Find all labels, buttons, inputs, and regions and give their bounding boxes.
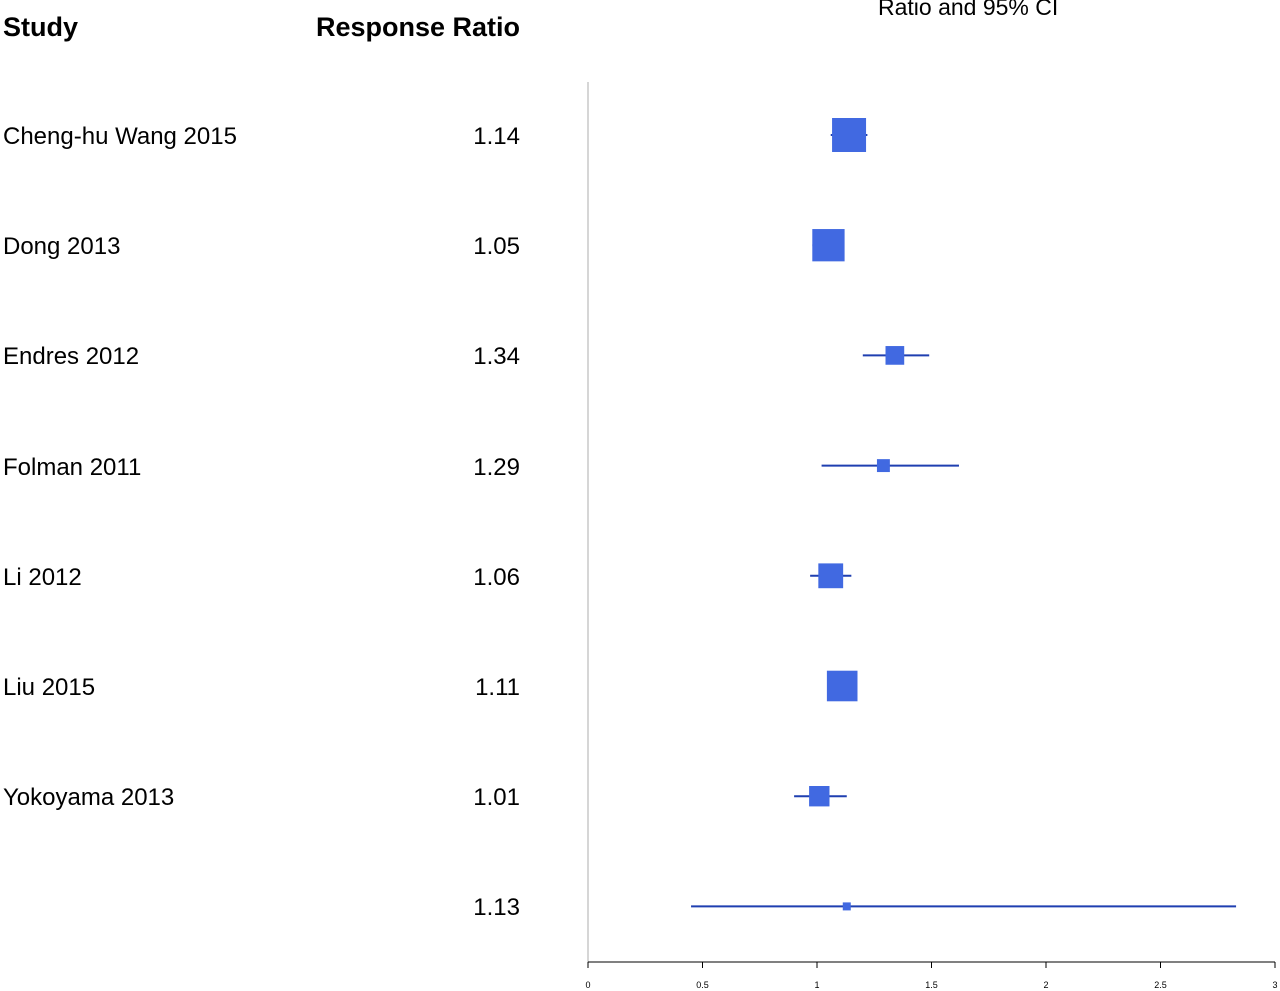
study-label: Li 2012 [3, 563, 82, 591]
response-ratio-value: 1.01 [473, 784, 520, 812]
response-ratio-value: 1.34 [473, 343, 520, 371]
response-ratio-value: 1.14 [473, 123, 520, 150]
effect-box [809, 786, 830, 807]
study-label: Cheng-hu Wang 2015 [3, 123, 237, 150]
study-label: Endres 2012 [3, 343, 140, 371]
effect-box [876, 459, 890, 473]
plot-title: Ratio and 95% CI [878, 0, 1059, 20]
study-label: Dong 2013 [3, 233, 121, 261]
response-ratio-value: 1.06 [473, 563, 520, 591]
study-column-header: Study [3, 12, 79, 42]
effect-box [885, 346, 905, 365]
study-label: Yokoyama 2013 [3, 784, 175, 812]
response-ratio-column-header: Response Ratio [315, 12, 520, 42]
x-tick-label: 1 [814, 980, 819, 990]
effect-box [832, 118, 867, 152]
x-tick-label: 2.5 [1154, 980, 1167, 990]
response-ratio-value: 1.05 [473, 233, 520, 261]
effect-box [812, 229, 845, 262]
study-label: Folman 2011 [3, 453, 142, 481]
x-tick-label: 0 [585, 980, 590, 990]
response-ratio-value: 1.13 [473, 894, 520, 922]
effect-box [818, 563, 844, 589]
effect-box [826, 670, 858, 702]
study-label: Liu 2015 [3, 674, 96, 701]
response-ratio-value: 1.11 [475, 674, 520, 701]
x-tick-label: 3 [1272, 980, 1277, 990]
effect-box [842, 902, 851, 911]
x-tick-label: 1.5 [925, 980, 938, 990]
response-ratio-value: 1.29 [473, 453, 520, 481]
x-tick-label: 2 [1043, 980, 1048, 990]
x-tick-label: 0.5 [696, 980, 709, 990]
